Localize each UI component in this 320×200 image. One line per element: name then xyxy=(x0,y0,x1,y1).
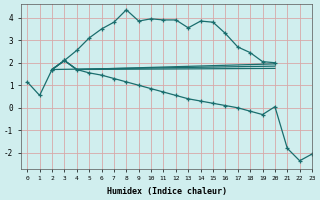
X-axis label: Humidex (Indice chaleur): Humidex (Indice chaleur) xyxy=(107,187,227,196)
